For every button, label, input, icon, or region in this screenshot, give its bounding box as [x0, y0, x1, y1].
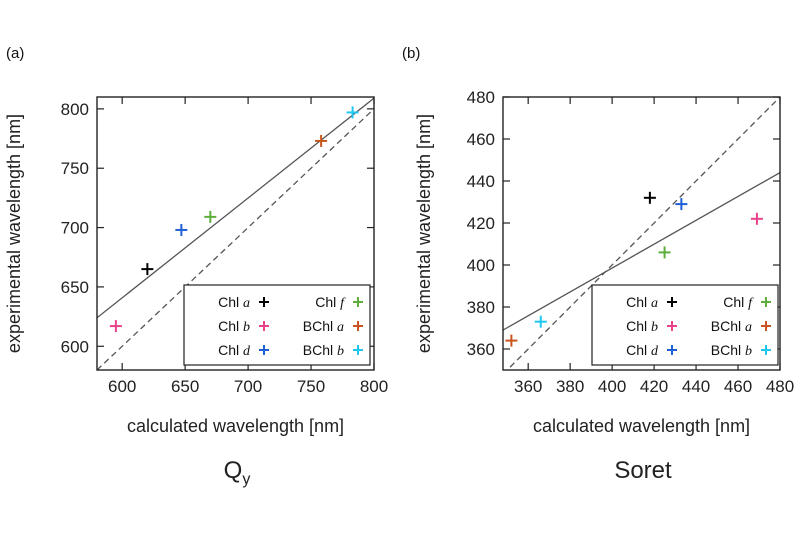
legend-marker-bchl-b: [761, 345, 771, 355]
x-tick-label: 750: [297, 377, 325, 396]
y-tick-label: 380: [467, 298, 495, 317]
point-bchl-a: [315, 134, 328, 147]
fit-line: [97, 97, 374, 319]
point-bchl-a: [505, 334, 518, 347]
legend-label-chl-b: Chl b: [626, 318, 658, 335]
panel-caption: Soret: [614, 457, 672, 484]
point-chl-b: [109, 320, 122, 333]
x-axis-title: calculated wavelength [nm]: [533, 416, 750, 436]
panel-qy: (a) 600 650 700 750 800 600 650 700 750 800 calcula…: [4, 45, 388, 488]
x-tick-label: 650: [171, 377, 199, 396]
plot-lines: [97, 97, 374, 370]
y-tick-label: 700: [61, 219, 89, 238]
y-tick-label: 420: [467, 214, 495, 233]
legend: Chl a Chl b Chl d Chl f BChl a BChl b: [183, 284, 371, 366]
legend-label-chl-a: Chl a: [218, 294, 250, 311]
legend-marker-chl-a: [667, 297, 677, 307]
legend-label-chl-b: Chl b: [218, 318, 250, 335]
y-axis-title: experimental wavelength [nm]: [4, 114, 24, 353]
x-tick-label: 700: [234, 377, 262, 396]
panel-caption: Qy: [224, 457, 251, 488]
point-chl-d: [175, 223, 188, 236]
legend-label-chl-a: Chl a: [626, 294, 658, 311]
point-bchl-b: [534, 315, 547, 328]
plot-frame: [502, 96, 781, 371]
point-chl-a: [141, 263, 154, 276]
plot-frame: [96, 96, 375, 371]
plot-lines: [503, 97, 780, 370]
y-tick-label: 440: [467, 172, 495, 191]
legend-marker-chl-a: [259, 297, 269, 307]
legend-marker-bchl-b: [353, 345, 363, 355]
y-axis-title: experimental wavelength [nm]: [414, 114, 434, 353]
legend-label-bchl-b: BChl b: [303, 342, 344, 359]
panel-label: (a): [6, 45, 24, 62]
x-tick-label: 400: [598, 377, 626, 396]
x-tick-label: 480: [766, 377, 794, 396]
legend-box: [591, 284, 779, 366]
x-tick-label: 360: [514, 377, 542, 396]
fit-line: [503, 172, 780, 331]
legend-box: [183, 284, 371, 366]
y-tick-label: 480: [467, 88, 495, 107]
x-tick-label: 420: [640, 377, 668, 396]
x-tick-label: 460: [724, 377, 752, 396]
identity-line: [97, 108, 374, 370]
panel-label: (b): [402, 45, 420, 62]
y-tick-label: 800: [61, 100, 89, 119]
point-bchl-b: [346, 106, 359, 119]
point-chl-f: [658, 246, 671, 259]
y-tick-label: 650: [61, 278, 89, 297]
legend-marker-chl-b: [259, 321, 269, 331]
legend-marker-chl-f: [761, 297, 771, 307]
point-chl-a: [643, 191, 656, 204]
panel-soret: (b) 360 380 400 420 440 460 480 360 380 400 420 440 4…: [402, 45, 794, 484]
legend-label-chl-d: Chl d: [626, 342, 659, 359]
legend-label-chl-d: Chl d: [218, 342, 251, 359]
legend-marker-bchl-a: [353, 321, 363, 331]
y-tick-label: 400: [467, 256, 495, 275]
legend-marker-chl-d: [259, 345, 269, 355]
point-chl-d: [675, 198, 688, 211]
x-axis-title: calculated wavelength [nm]: [127, 416, 344, 436]
legend-label-bchl-a: BChl a: [711, 318, 752, 335]
x-tick-label: 600: [108, 377, 136, 396]
y-tick-label: 460: [467, 130, 495, 149]
legend-label-chl-f: Chl f: [723, 294, 754, 311]
y-tick-label: 600: [61, 337, 89, 356]
x-tick-label: 380: [556, 377, 584, 396]
legend-marker-chl-b: [667, 321, 677, 331]
legend-marker-bchl-a: [761, 321, 771, 331]
legend-label-bchl-a: BChl a: [303, 318, 344, 335]
legend-label-bchl-b: BChl b: [711, 342, 752, 359]
legend-marker-chl-f: [353, 297, 363, 307]
legend-label-chl-f: Chl f: [315, 294, 346, 311]
y-tick-label: 750: [61, 159, 89, 178]
identity-line: [506, 97, 780, 370]
legend-marker-chl-d: [667, 345, 677, 355]
legend: Chl a Chl b Chl d Chl f BChl a BChl b: [591, 284, 779, 366]
point-chl-f: [204, 210, 217, 223]
x-tick-label: 440: [682, 377, 710, 396]
x-tick-label: 800: [360, 377, 388, 396]
y-tick-label: 360: [467, 340, 495, 359]
point-chl-b: [750, 212, 763, 225]
